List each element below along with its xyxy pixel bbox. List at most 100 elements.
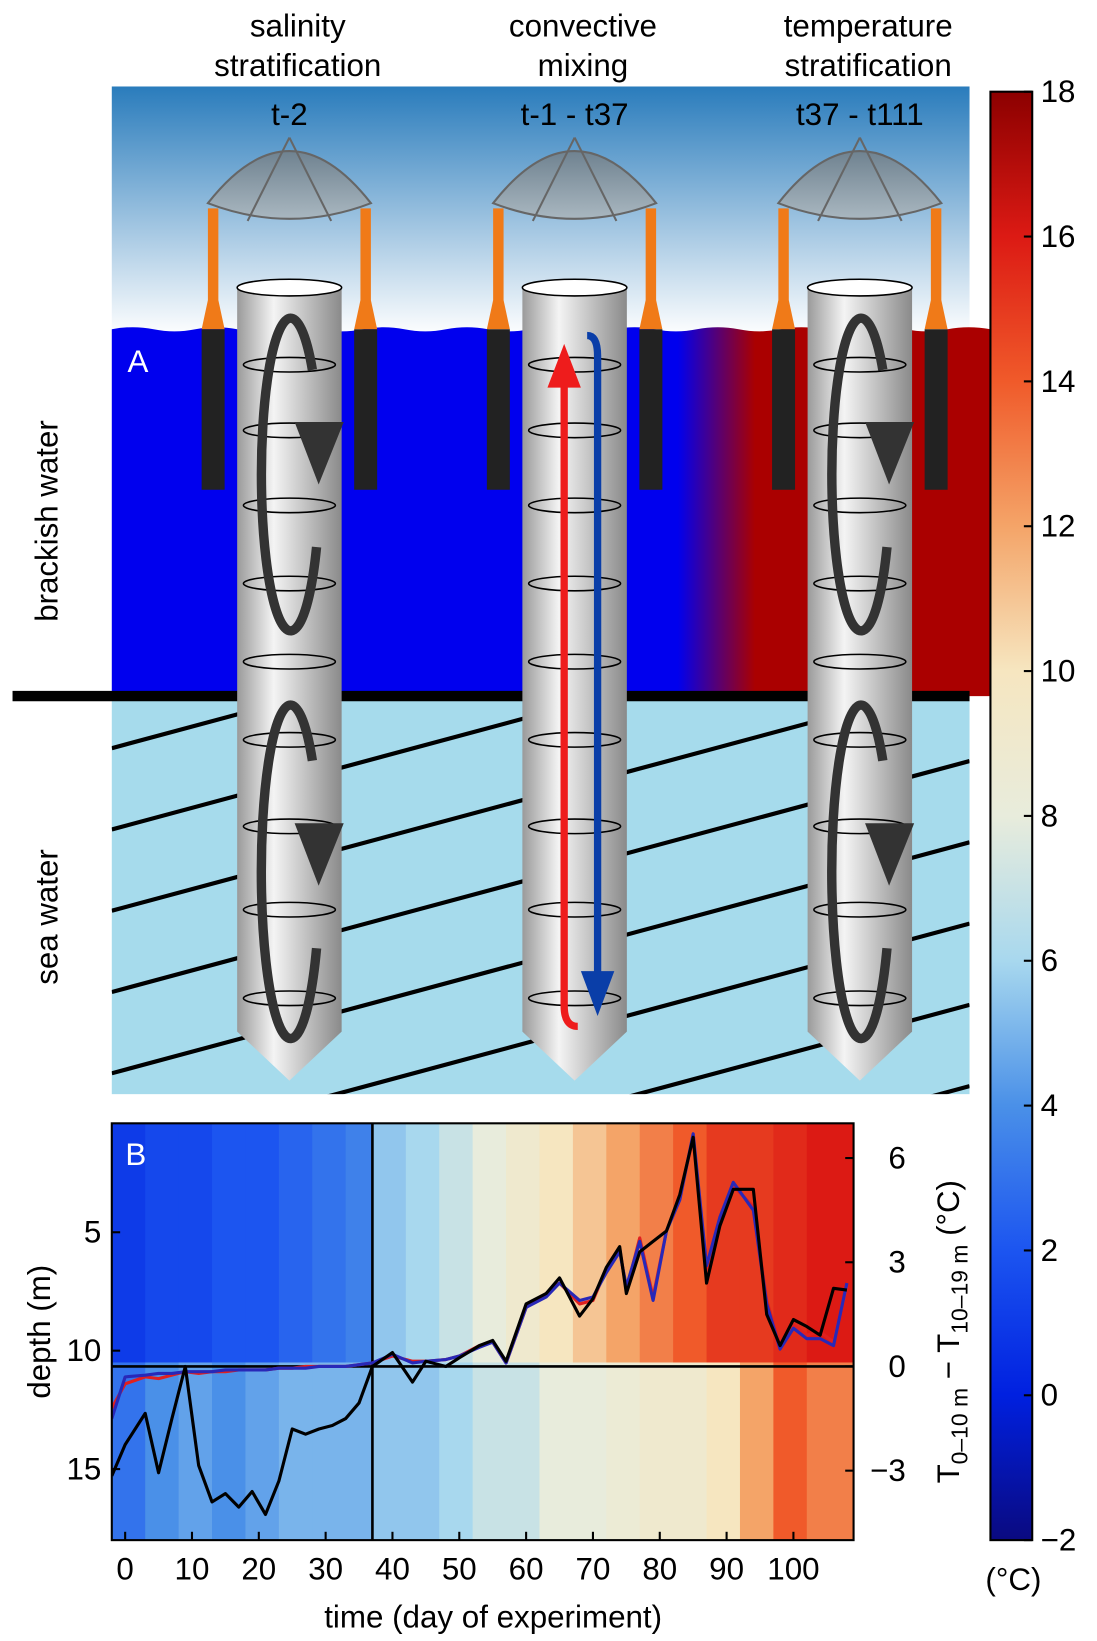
- cylinder: [237, 287, 342, 1081]
- ring: [242, 575, 337, 592]
- colorbar-tick-label: 14: [1041, 364, 1076, 399]
- downward-flow: [586, 331, 602, 975]
- dome-rib: [288, 137, 333, 222]
- y2-axis-label-part: 10–19 m: [946, 1245, 972, 1334]
- column-title: mixing: [538, 48, 629, 83]
- cylinder-top: [236, 278, 343, 297]
- y-tick-label: 5: [84, 1215, 101, 1250]
- panel-label: B: [125, 1137, 146, 1172]
- ring: [813, 497, 907, 514]
- dome: [206, 150, 373, 220]
- dome-rib: [246, 137, 291, 222]
- colorbar-tick-label: 18: [1041, 74, 1076, 109]
- temperature-cell: [245, 1362, 280, 1541]
- colorbar-tick-label: 6: [1041, 943, 1058, 978]
- circulation: [827, 700, 892, 1044]
- column-title: stratification: [785, 48, 952, 83]
- temperature-cell: [572, 1362, 607, 1541]
- y-tick-label: 10: [66, 1333, 101, 1368]
- x-tick-label: 40: [375, 1552, 410, 1587]
- temperature-cell: [673, 1362, 708, 1541]
- x-tick-label: 30: [308, 1552, 343, 1587]
- temperature-cell: [806, 1123, 854, 1363]
- y-tick-label: 15: [66, 1452, 101, 1487]
- column-title: salinity: [250, 9, 346, 44]
- ring: [242, 653, 337, 670]
- weight-bar: [924, 329, 948, 490]
- colorbar-tick-label: 8: [1041, 798, 1058, 833]
- ring: [527, 731, 622, 748]
- float-post: [486, 208, 510, 330]
- temperature-cell: [178, 1123, 213, 1363]
- temperature-cell: [372, 1123, 407, 1363]
- circulation: [827, 313, 892, 636]
- arrow-head: [547, 343, 581, 388]
- temperature-cell: [773, 1362, 808, 1541]
- temperature-cell: [539, 1123, 574, 1363]
- weight-bar: [772, 329, 796, 490]
- cylinder: [522, 287, 627, 1081]
- cylinder: [807, 287, 913, 1081]
- dome-rib: [531, 137, 576, 222]
- temperature-cell: [539, 1362, 574, 1541]
- temperature-cell: [405, 1123, 440, 1363]
- colorbar-tick-label: 2: [1041, 1233, 1058, 1268]
- temperature-cell: [212, 1362, 246, 1541]
- cylinder-top: [521, 278, 628, 297]
- ring: [813, 356, 907, 373]
- y2-tick-label: 3: [888, 1245, 905, 1280]
- period-label: t-2: [271, 97, 308, 132]
- period-label: t37 - t111: [796, 97, 924, 132]
- temperature-cell: [145, 1123, 180, 1363]
- arrow-head: [865, 422, 915, 485]
- panel-a: A brackish water sea water: [12, 86, 991, 1095]
- ring: [242, 901, 337, 918]
- period-label: t-1 - t37: [521, 97, 629, 132]
- temperature-cell: [506, 1362, 541, 1541]
- ring: [813, 575, 907, 592]
- temperature-cell: [739, 1362, 774, 1541]
- series-line: [111, 1135, 848, 1516]
- temperature-cell: [606, 1123, 641, 1363]
- arrow-head: [580, 971, 615, 1016]
- temperature-cell: [439, 1362, 474, 1541]
- y2-tick-label: 0: [888, 1349, 905, 1384]
- ring: [527, 818, 622, 835]
- x-tick-label: 60: [509, 1552, 544, 1587]
- y2-axis-label: T0–10 m − T10–19 m (°C): [931, 1180, 972, 1483]
- y2-axis-label-part: − T: [931, 1334, 966, 1388]
- x-tick-label: 70: [576, 1552, 611, 1587]
- arrow-head: [865, 823, 915, 886]
- temperature-cell: [506, 1123, 541, 1363]
- y2-tick-label: 6: [888, 1141, 905, 1176]
- temperature-cell: [278, 1362, 313, 1541]
- temperature-cell: [245, 1123, 280, 1363]
- ring: [527, 901, 622, 918]
- plot-area: [111, 1123, 854, 1541]
- temperature-cell: [312, 1123, 347, 1363]
- dome: [776, 150, 944, 220]
- x-tick-label: 20: [241, 1552, 276, 1587]
- temperature-cell: [312, 1362, 347, 1541]
- x-tick-label: 80: [642, 1552, 677, 1587]
- weight-bar: [354, 329, 378, 490]
- x-axis-label: time (day of experiment): [324, 1600, 662, 1635]
- float-post: [772, 208, 796, 330]
- temperature-cell: [145, 1362, 180, 1541]
- cylinder-top: [806, 278, 913, 297]
- temperature-cell: [278, 1123, 313, 1363]
- circulation: [256, 313, 322, 636]
- ring: [242, 356, 337, 373]
- ring: [527, 422, 622, 439]
- x-tick-label: 100: [767, 1552, 819, 1587]
- x-tick-label: 10: [175, 1552, 210, 1587]
- ring: [242, 990, 337, 1007]
- circulation: [256, 700, 322, 1044]
- y2-tick-label: −3: [870, 1453, 906, 1488]
- ring: [242, 497, 337, 514]
- temperature-cell: [639, 1123, 674, 1363]
- plot-frame: [110, 1122, 855, 1542]
- enclosure: [772, 137, 948, 1081]
